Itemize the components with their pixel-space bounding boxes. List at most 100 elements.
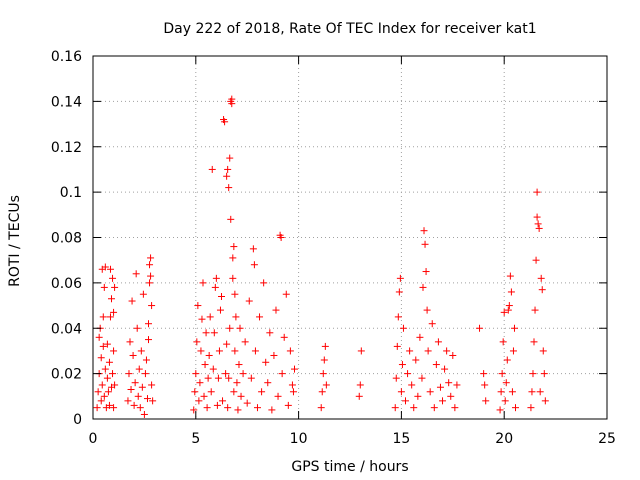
data-point [98, 381, 106, 389]
data-point [507, 288, 515, 296]
y-tick-label: 0.14 [51, 94, 82, 110]
data-point [211, 283, 219, 291]
data-point [535, 224, 543, 232]
data-point [236, 324, 244, 332]
data-point [132, 270, 140, 278]
data-point [453, 381, 461, 389]
data-point [243, 399, 251, 407]
axis-ticks: 0 0.02 0.04 0.06 0.08 0.1 0.12 0.14 0.16 0 5 10 15 20… [51, 49, 616, 447]
data-point [234, 406, 242, 414]
data-point [204, 374, 212, 382]
data-point [527, 404, 535, 412]
data-point [420, 227, 428, 235]
data-point [391, 404, 399, 412]
data-point [100, 283, 108, 291]
data-point [128, 297, 136, 305]
data-point [529, 370, 537, 378]
data-point [260, 279, 268, 287]
data-point [141, 370, 149, 378]
data-point [230, 388, 238, 396]
data-point [498, 370, 506, 378]
data-point [482, 397, 490, 405]
data-point [212, 274, 220, 282]
data-point [108, 295, 116, 303]
data-point [229, 254, 237, 262]
data-point [195, 397, 203, 405]
data-point [397, 388, 405, 396]
data-point [447, 392, 455, 400]
data-point [223, 172, 231, 180]
data-point [509, 347, 517, 355]
data-point [533, 188, 541, 196]
data-point [355, 392, 363, 400]
data-point [95, 333, 103, 341]
data-point [226, 324, 234, 332]
data-point [133, 324, 141, 332]
data-point [402, 397, 410, 405]
data-point [395, 288, 403, 296]
data-point [127, 386, 135, 394]
data-point [137, 347, 145, 355]
data-point [392, 374, 400, 382]
data-point [443, 347, 451, 355]
data-point [224, 165, 232, 173]
data-point [533, 213, 541, 221]
data-point [428, 320, 436, 328]
data-point [145, 320, 153, 328]
data-point [540, 370, 548, 378]
data-point [424, 347, 432, 355]
data-point [539, 347, 547, 355]
data-point [135, 365, 143, 373]
data-point [432, 361, 440, 369]
data-point [235, 361, 243, 369]
data-point [126, 338, 134, 346]
data-point [110, 308, 118, 316]
data-point [480, 370, 488, 378]
data-point [500, 308, 508, 316]
data-point [209, 365, 217, 373]
data-point [103, 374, 111, 382]
data-point [320, 356, 328, 364]
data-point [97, 397, 105, 405]
data-point [538, 286, 546, 294]
data-point [496, 406, 504, 414]
data-point [262, 358, 270, 366]
data-point [274, 392, 282, 400]
data-point [321, 342, 329, 350]
data-point [99, 313, 107, 321]
x-tick-label: 25 [598, 431, 616, 447]
data-point [258, 388, 266, 396]
data-point [319, 370, 327, 378]
data-point [503, 356, 511, 364]
data-point [94, 388, 102, 396]
data-point [406, 347, 414, 355]
data-point [214, 374, 222, 382]
data-point [505, 302, 513, 310]
data-point [286, 347, 294, 355]
data-point [419, 283, 427, 291]
y-tick-label: 0 [73, 412, 82, 428]
data-point [250, 261, 258, 269]
data-point [537, 274, 545, 282]
data-point [146, 261, 154, 269]
data-point [100, 392, 108, 400]
data-point [290, 365, 298, 373]
data-point [129, 351, 137, 359]
data-point [233, 379, 241, 387]
data-point [192, 370, 200, 378]
data-point [317, 404, 325, 412]
data-point [111, 283, 119, 291]
data-point [221, 118, 229, 126]
data-point [199, 279, 207, 287]
data-point [356, 381, 364, 389]
data-point [231, 347, 239, 355]
data-point [139, 290, 147, 298]
data-point [99, 342, 107, 350]
data-point [101, 365, 109, 373]
data-point [449, 351, 457, 359]
data-point [227, 215, 235, 223]
data-point [251, 347, 259, 355]
data-point [218, 292, 225, 300]
data-point [225, 184, 233, 192]
data-point [230, 243, 238, 251]
